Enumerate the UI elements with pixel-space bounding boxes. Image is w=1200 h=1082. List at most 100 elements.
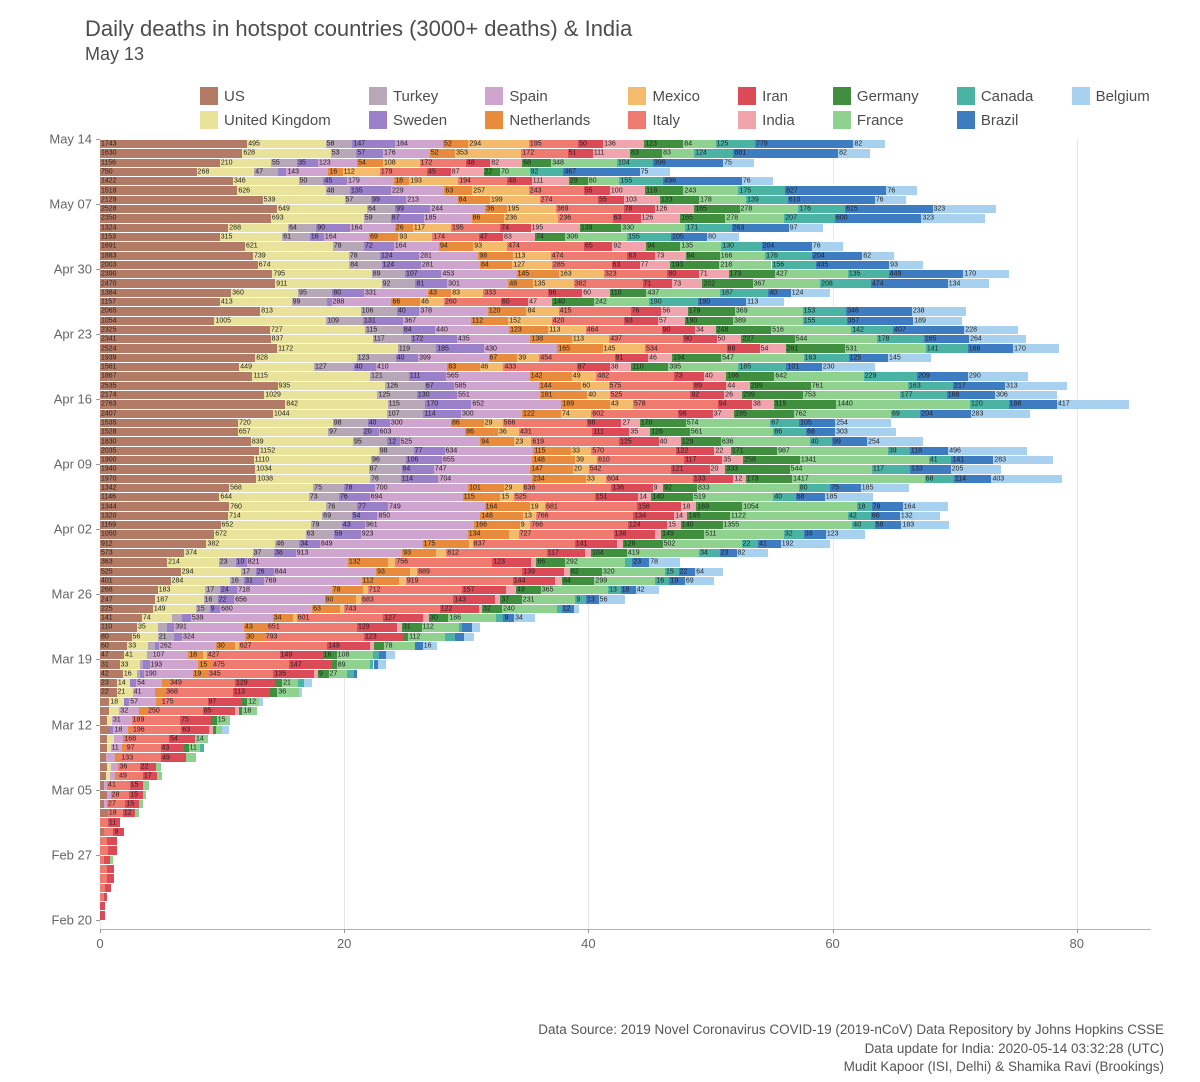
bar-value-label: 202 — [703, 280, 715, 287]
bar-value-label: 628 — [243, 150, 255, 157]
bar-segment: 166 — [968, 343, 1013, 352]
bar-segment: 80 — [332, 288, 364, 297]
bar-segment: 1156 — [100, 158, 220, 167]
bar-value-label: 511 — [705, 531, 716, 538]
bar-value-label: 475 — [213, 661, 225, 668]
bar-segment: 129 — [357, 622, 397, 631]
bar-segment: 496 — [663, 176, 742, 185]
bar-segment: 539 — [263, 195, 345, 204]
bar-value-label: 18 — [858, 503, 866, 510]
legend-label: Iran — [762, 88, 788, 105]
bar-segment: 40 — [810, 436, 832, 445]
bar-segment: 148 — [532, 455, 575, 464]
bar-value-label: 95 — [354, 438, 362, 445]
bar-segment: 55 — [271, 158, 297, 167]
bar-value-label: 636 — [722, 438, 734, 445]
bar-segment: 49 — [161, 752, 186, 761]
bar-segment: 163 — [804, 353, 849, 362]
bar-segment: 82 — [853, 139, 885, 148]
bar-segment: 1054 — [742, 501, 856, 510]
bar-segment: 14 — [674, 511, 687, 520]
bar-segment — [270, 687, 277, 696]
bar-value-label: 164 — [395, 243, 407, 250]
bar-value-label: 78 — [333, 587, 341, 594]
bar-segment: 127 — [314, 362, 354, 371]
bar-row: 110353914365112931112 — [100, 622, 1150, 631]
bar-value-label: 16 — [231, 577, 239, 584]
bar-value-label: 186 — [727, 373, 739, 380]
bar-value-label: 30 — [430, 615, 438, 622]
bar-segment: 1157 — [100, 297, 220, 306]
bar-segment — [100, 706, 109, 715]
bar-segment: 33 — [571, 446, 591, 455]
bar-segment: 1518 — [100, 185, 237, 194]
bar-segment: 19 — [669, 576, 684, 585]
bar-segment: 147 — [530, 464, 573, 473]
bar-segment: 41 — [929, 455, 952, 464]
bar-segment: 570 — [591, 446, 675, 455]
bar-segment: 18 — [242, 706, 257, 715]
bar-segment: 566 — [503, 418, 587, 427]
bar-value-label: 760 — [230, 503, 242, 510]
bar-segment: 50 — [299, 176, 324, 185]
bar-value-label: 749 — [389, 503, 401, 510]
bar-value-label: 913 — [297, 550, 309, 557]
bar-value-label: 83 — [452, 289, 460, 296]
bar-value-label: 58 — [327, 141, 335, 148]
bar-row: 2035115298776341153357012222171987391184… — [100, 446, 1150, 455]
bar-value-label: 27 — [330, 670, 338, 677]
bar-segment: 68 — [522, 158, 551, 167]
bar-segment: 753 — [803, 390, 900, 399]
bar-segment: 188 — [1009, 399, 1057, 408]
bar-segment: 40 — [396, 353, 418, 362]
bar-value-label: 75 — [314, 485, 322, 492]
bar-segment — [182, 613, 191, 622]
bar-value-label: 1691 — [101, 243, 117, 250]
bar-segment: 92 — [530, 167, 564, 176]
bar-segment: 281 — [419, 251, 478, 260]
bar-segment: 9 — [520, 520, 531, 529]
bar-segment: 1146 — [100, 492, 219, 501]
bar-segment: 41 — [133, 687, 156, 696]
bar-value-label: 19 — [194, 670, 202, 677]
bar-segment — [304, 678, 312, 687]
bar-segment: 47 — [528, 297, 552, 306]
bar-row: 11574139928866462606047140242190190113 — [100, 297, 1150, 306]
bar-segment: 238 — [912, 306, 966, 315]
bar-value-label: 2763 — [101, 401, 117, 408]
bar-segment: 2341 — [100, 334, 271, 343]
bar-segment: 82 — [570, 567, 602, 576]
bar-value-label: 50 — [718, 336, 726, 343]
bar-value-label: 86 — [774, 429, 782, 436]
bar-segment: 610 — [597, 455, 684, 464]
bar-value-label: 63 — [613, 261, 621, 268]
bar-segment: 551 — [457, 390, 540, 399]
legend-item: US — [200, 87, 351, 105]
bar-value-label: 333 — [484, 289, 496, 296]
bar-value-label: 281 — [422, 261, 434, 268]
bar-value-label: 367 — [404, 317, 416, 324]
bar-value-label: 40 — [660, 438, 668, 445]
bar-value-label: 74 — [562, 410, 570, 417]
bar-value-label: 193 — [410, 178, 422, 185]
bar-segment: 243 — [529, 185, 584, 194]
bar-value-label: 86 — [473, 215, 481, 222]
bar-row: 13349 — [100, 752, 1150, 761]
bar-segment: 63 — [627, 251, 655, 260]
bar-value-label: 16 — [329, 169, 337, 176]
bar-segment: 69 — [685, 576, 714, 585]
bar-value-label: 1535 — [101, 419, 117, 426]
bar-segment: 353 — [455, 148, 521, 157]
bar-segment: 168 — [123, 734, 169, 743]
bar-segment: 693 — [271, 213, 364, 222]
bar-segment: 435 — [457, 334, 531, 343]
bar-segment: 482 — [596, 371, 673, 380]
bar-segment: 911 — [275, 278, 381, 287]
bar-value-label: 147 — [290, 661, 302, 668]
bar-segment: 18 — [394, 176, 409, 185]
bar-value-label: 123 — [365, 633, 377, 640]
bar-value-label: 28 — [112, 791, 120, 798]
bar-segment: 43 — [161, 743, 184, 752]
bar-value-label: 244 — [431, 206, 443, 213]
bar-segment — [107, 864, 114, 873]
